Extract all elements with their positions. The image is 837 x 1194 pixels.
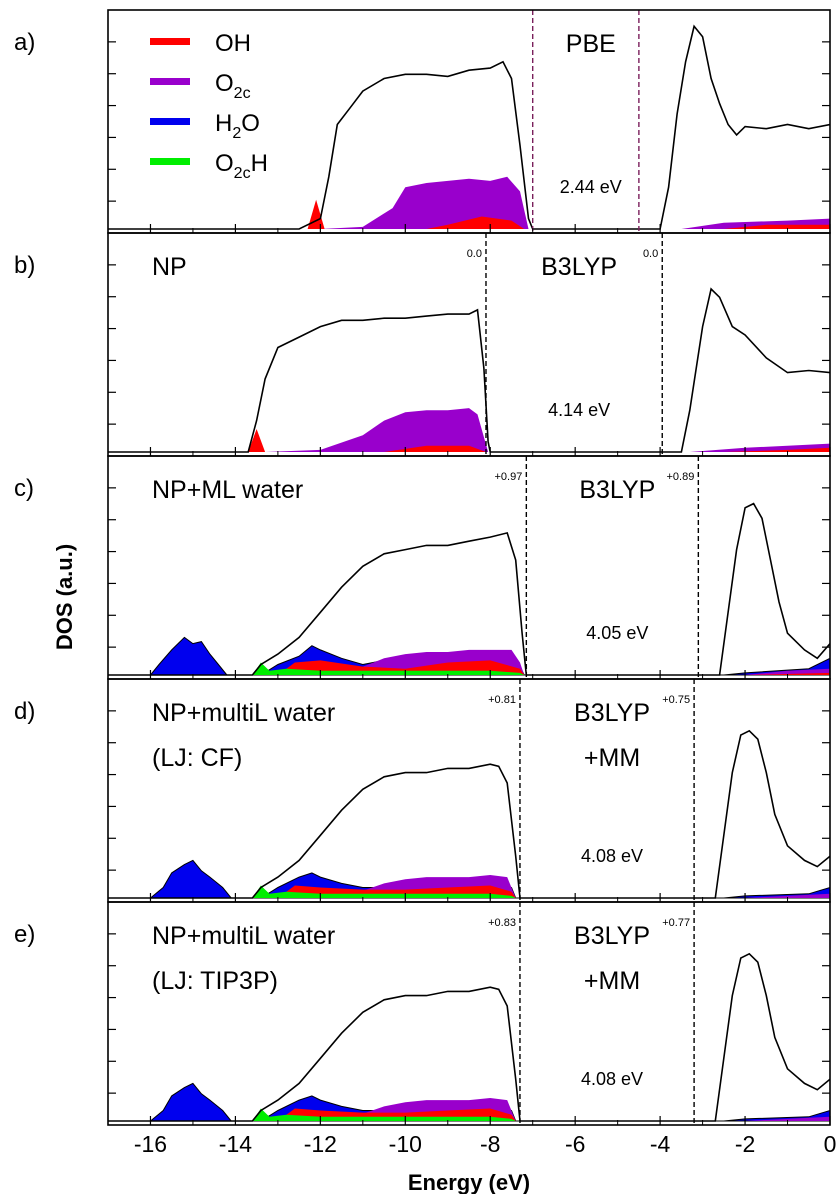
system-label: NP+ML water (152, 476, 303, 504)
legend-entry: O2c (215, 70, 251, 102)
panel-plot-area (108, 287, 830, 453)
method-label: B3LYP (579, 476, 655, 504)
dos-panel-b: b) NP B3LYP 4.14 eV 0.0 0.0 (14, 232, 831, 457)
cbm-shift-label: 0.0 (643, 248, 658, 260)
band-gap-label: 4.14 eV (548, 400, 610, 420)
panel-letter: c) (14, 475, 34, 502)
total-dos-line (108, 24, 830, 230)
legend-swatch (150, 158, 190, 165)
pdos-o2c-area (320, 176, 830, 229)
x-tick-label: -16 (134, 1131, 167, 1157)
system-label-2: (LJ: TIP3P) (152, 967, 278, 995)
legend-entry: O2cH (215, 150, 268, 182)
vbm-shift-label: +0.83 (488, 917, 516, 929)
method-label: PBE (566, 30, 616, 58)
method-label-2: +MM (584, 967, 640, 995)
total-dos-line (108, 952, 830, 1122)
panel-letter: e) (14, 921, 35, 948)
x-tick-label: -6 (565, 1131, 585, 1157)
vbm-shift-label: 0.0 (467, 248, 482, 260)
panel-letter: b) (14, 252, 35, 279)
total-dos-line (108, 287, 830, 453)
panel-letter: a) (14, 29, 35, 56)
x-tick-label: -2 (735, 1131, 755, 1157)
method-label: B3LYP (541, 253, 617, 281)
legend-swatch (150, 38, 190, 45)
panel-letter: d) (14, 698, 35, 725)
cbm-shift-label: +0.77 (662, 917, 690, 929)
cbm-shift-label: +0.75 (662, 694, 690, 706)
pdos-o2ch-area (252, 885, 830, 898)
panel-frame (107, 901, 831, 1126)
dos-panel-d: d) NP+multiL water (LJ: CF) B3LYP +MM 4.08 eV… (14, 678, 831, 903)
cbm-shift-label: +0.89 (666, 471, 694, 483)
vbm-shift-label: +0.81 (488, 694, 516, 706)
method-label: B3LYP (574, 699, 650, 727)
band-gap-label: 2.44 eV (560, 177, 622, 197)
panel-plot-area (108, 24, 830, 230)
panel-plot-area (108, 729, 830, 899)
system-label-2: (LJ: CF) (152, 744, 242, 772)
x-tick-label: 0 (824, 1131, 837, 1157)
system-label: NP+multiL water (152, 699, 335, 727)
x-tick-label: -10 (389, 1131, 422, 1157)
panel-plot-area (108, 502, 830, 676)
legend-entry: H2O (215, 110, 260, 142)
method-label-2: +MM (584, 744, 640, 772)
x-tick-label: -8 (480, 1131, 500, 1157)
band-gap-label: 4.08 eV (581, 1069, 643, 1089)
dos-panel-c: c) NP+ML water B3LYP 4.05 eV +0.97 +0.89 (14, 455, 831, 680)
vbm-shift-label: +0.97 (494, 471, 522, 483)
y-axis-title: DOS (a.u.) (52, 544, 77, 650)
pdos-o2ch-area (252, 1108, 830, 1121)
pdos-o2ch-area (252, 662, 830, 675)
method-label: B3LYP (574, 922, 650, 950)
total-dos-line (108, 729, 830, 899)
system-label: NP (152, 253, 187, 281)
pdos-oh-area (307, 199, 830, 229)
panel-plot-area (108, 952, 830, 1122)
pdos-o2c-area (265, 408, 830, 452)
system-label: NP+multiL water (152, 922, 335, 950)
legend-swatch (150, 118, 190, 125)
total-dos-line (108, 502, 830, 676)
x-tick-label: -14 (219, 1131, 252, 1157)
dos-panel-a: a) PBE 2.44 eV (14, 9, 831, 234)
legend: OH O2c H2O O2cH (150, 30, 268, 182)
band-gap-label: 4.05 eV (586, 623, 648, 643)
legend-entry: OH (215, 30, 251, 57)
legend-swatch (150, 78, 190, 85)
dos-panel-e: e) NP+multiL water (LJ: TIP3P) B3LYP +MM 4.08… (14, 901, 831, 1126)
band-gap-label: 4.08 eV (581, 846, 643, 866)
x-axis-title: Energy (eV) (408, 1170, 530, 1194)
x-tick-label: -12 (304, 1131, 337, 1157)
x-tick-label: -4 (650, 1131, 671, 1157)
